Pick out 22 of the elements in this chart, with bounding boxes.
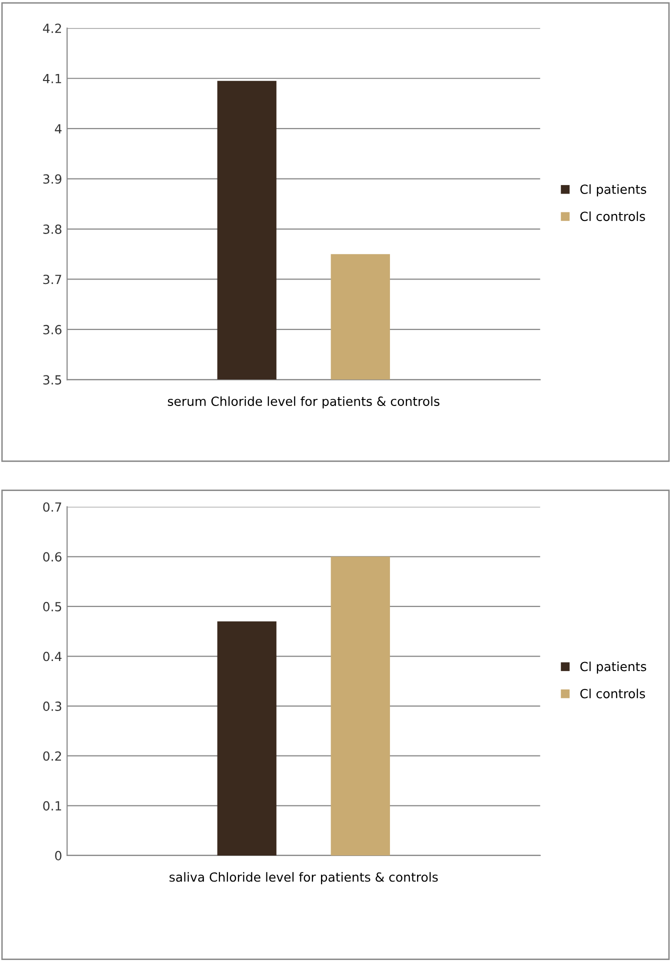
legend-label: Cl controls	[580, 688, 646, 698]
y-tick-label: 3.8	[43, 224, 62, 234]
legend-label: Cl controls	[580, 211, 646, 222]
y-tick-label: 0.3	[43, 702, 62, 711]
y-tick-label: 0.5	[43, 602, 62, 612]
y-tick-label: 3.5	[43, 375, 62, 385]
y-tick-label: 0.1	[43, 801, 62, 811]
y-tick-label: 3.6	[43, 324, 62, 334]
y-tick-label: 0	[55, 850, 62, 860]
x-tick-label: serum Chloride level for patients & controls	[168, 396, 440, 408]
x-tick-label: saliva Chloride level for patients & controls	[170, 872, 438, 884]
legend-label: Cl patients	[580, 662, 646, 674]
y-tick-label: 4.1	[42, 74, 62, 84]
y-tick-label: 0.6	[43, 552, 62, 562]
y-tick-label: 3.7	[43, 274, 62, 284]
y-tick-label: 3.9	[43, 174, 62, 184]
y-tick-label: 0.7	[43, 502, 62, 512]
y-tick-label: 0.2	[43, 751, 61, 761]
y-tick-label: 0.4	[43, 652, 62, 662]
y-tick-label: 4.2	[42, 24, 61, 33]
legend-label: Cl patients	[580, 184, 646, 196]
y-tick-label: 4	[54, 124, 62, 134]
